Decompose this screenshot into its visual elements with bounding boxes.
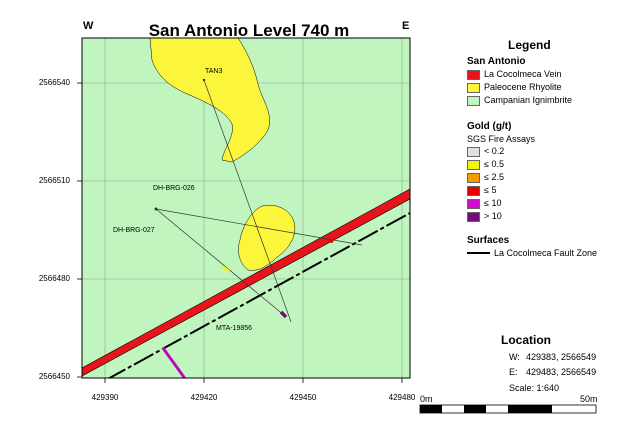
legend-item-gold: ≤ 10: [484, 198, 502, 208]
scale-bar: [419, 404, 597, 414]
ignimbrite-swatch: [467, 96, 480, 106]
axis-ticks: [77, 82, 403, 383]
legend-item-ignimbrite: Campanian Ignimbrite: [484, 95, 573, 105]
y-tick-label: 2566540: [38, 78, 70, 87]
trace-tan3: [203, 79, 292, 323]
rhyolite-body-north: [149, 38, 270, 163]
legend-gold-title: Gold (g/t): [467, 121, 512, 132]
y-tick-label: 2566510: [38, 176, 70, 185]
legend-heading: Legend: [508, 38, 551, 52]
legend-item-gold: ≤ 0.5: [484, 159, 504, 169]
la-cocolmeca-fault-zone: [107, 212, 410, 378]
legend-item-vein: La Cocolmeca Vein: [484, 69, 562, 79]
location-east-value: 429483, 2566549: [526, 367, 597, 377]
la-cocolmeca-vein: [82, 188, 410, 377]
vein-swatch: [467, 70, 480, 80]
y-tick-label: 2566450: [38, 372, 70, 381]
gold-swatch-lt-0.2: [467, 147, 480, 157]
legend-item-gold: < 0.2: [484, 146, 505, 156]
y-tick-label: 2566480: [38, 274, 70, 283]
location-west-key: W:: [509, 352, 520, 362]
legend-item-gold: > 10: [484, 211, 502, 221]
collar-dh-brg: [154, 207, 158, 211]
rhyolite-body-south: [238, 205, 296, 271]
scalebar-end-label: 50m: [580, 394, 598, 404]
trace-dh-brg-026: [155, 208, 363, 246]
gold-swatch-le-2.5: [467, 173, 480, 183]
scale-label: Scale: 1:640: [509, 383, 560, 393]
location-heading: Location: [501, 333, 551, 347]
legend-surfaces-title: Surfaces: [467, 235, 510, 246]
location-east-key: E:: [509, 367, 518, 377]
x-tick-label: 429450: [289, 393, 317, 402]
assay-gt-10: [279, 310, 288, 319]
label-dh-brg-027: DH-BRG-027: [113, 227, 155, 234]
label-tan3: TAN3: [205, 68, 223, 75]
rhyolite-swatch: [467, 83, 480, 93]
legend-gold-subtitle: SGS Fire Assays: [467, 134, 536, 144]
assay-le-5: [328, 238, 334, 244]
x-tick-label: 429420: [190, 393, 218, 402]
gold-swatch-le-0.5: [467, 160, 480, 170]
label-mta-19856: MTA-19856: [216, 325, 253, 332]
gold-swatch-le-10: [467, 199, 480, 209]
gold-swatch-le-5: [467, 186, 480, 196]
location-west-value: 429383, 2566549: [526, 352, 597, 362]
legend-item-fault-zone: La Cocolmeca Fault Zone: [494, 248, 598, 258]
west-label: W: [83, 20, 94, 32]
gold-swatch-gt-10: [467, 212, 480, 222]
legend-item-rhyolite: Paleocene Rhyolite: [484, 82, 562, 92]
drillhole-traces: [155, 79, 363, 323]
assay-le-0.5: [221, 264, 230, 273]
map-title: San Antonio Level 740 m: [148, 21, 350, 40]
scalebar-start-label: 0m: [420, 394, 433, 404]
label-dh-brg-026: DH-BRG-026: [153, 185, 195, 192]
assay-intervals: [161, 238, 334, 378]
trace-dh-brg-027: [155, 208, 286, 317]
x-tick-label: 429390: [91, 393, 119, 402]
legend-item-gold: ≤ 5: [484, 185, 497, 195]
east-label: E: [402, 20, 410, 32]
assay-lt-0.2: [253, 286, 259, 291]
legend-geology-title: San Antonio: [467, 56, 526, 67]
map-frame: [81, 37, 411, 379]
collar-tan3: [202, 78, 206, 82]
legend-item-gold: ≤ 2.5: [484, 172, 504, 182]
x-tick-label: 429480: [388, 393, 416, 402]
